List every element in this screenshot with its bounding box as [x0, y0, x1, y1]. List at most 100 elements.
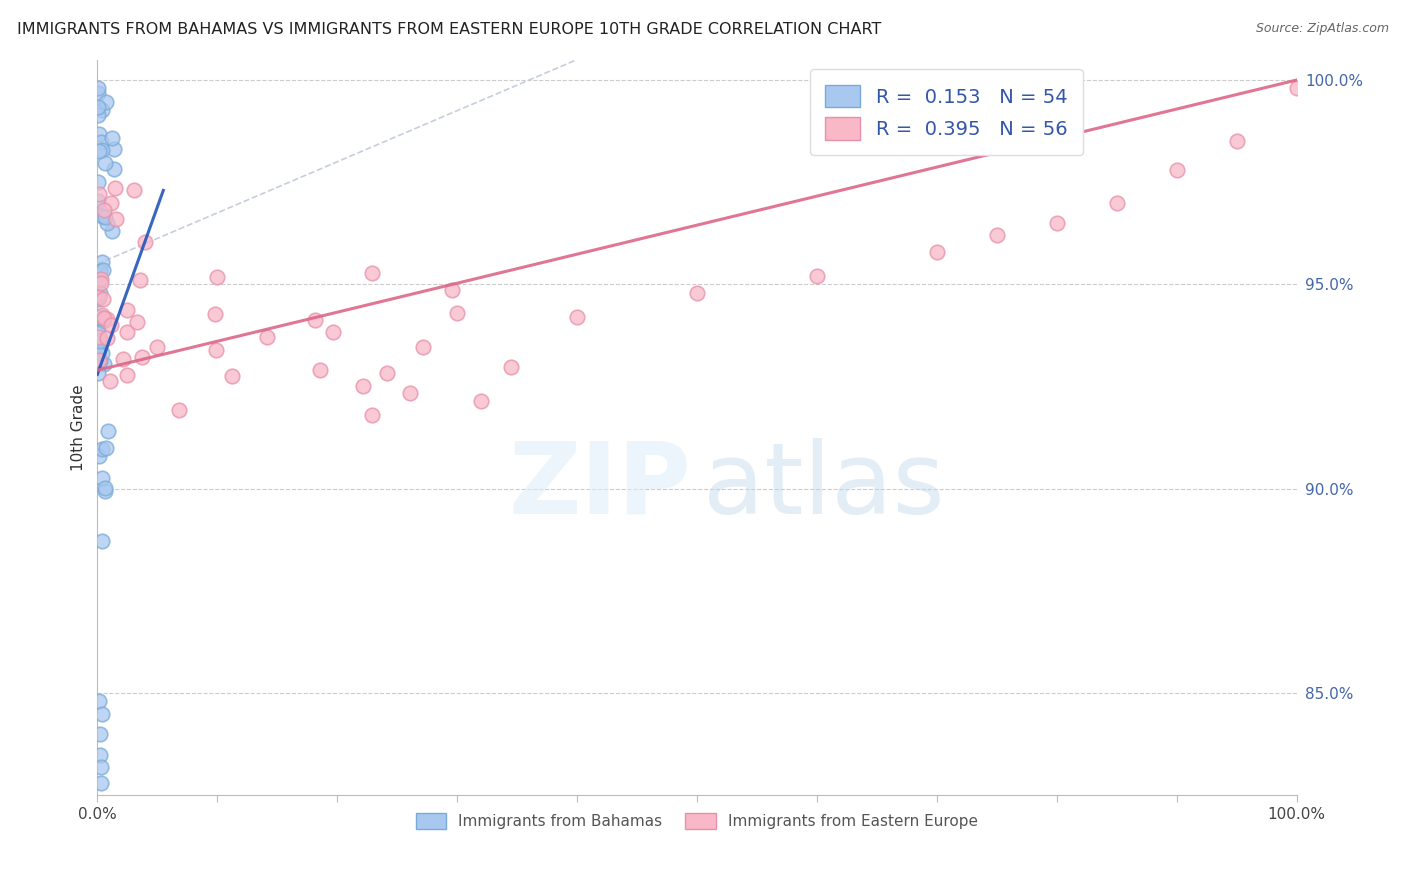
Text: IMMIGRANTS FROM BAHAMAS VS IMMIGRANTS FROM EASTERN EUROPE 10TH GRADE CORRELATION: IMMIGRANTS FROM BAHAMAS VS IMMIGRANTS FR…	[17, 22, 882, 37]
Point	[87, 342, 110, 356]
Point	[398, 386, 420, 401]
Point	[87, 288, 110, 302]
Point	[440, 283, 463, 297]
Point	[91, 263, 114, 277]
Point	[309, 363, 332, 377]
Point	[986, 228, 1008, 243]
Point	[1046, 216, 1069, 230]
Point	[90, 345, 112, 359]
Point	[91, 308, 114, 322]
Point	[1166, 163, 1188, 178]
Point	[1285, 81, 1308, 95]
Point	[103, 162, 125, 177]
Point	[115, 302, 138, 317]
Point	[91, 471, 114, 485]
Point	[90, 143, 112, 157]
Point	[93, 203, 115, 218]
Point	[87, 366, 110, 380]
Point	[104, 181, 127, 195]
Point	[134, 235, 156, 249]
Point	[111, 351, 134, 366]
Point	[87, 277, 110, 291]
Point	[93, 210, 115, 224]
Point	[96, 441, 118, 455]
Point	[501, 359, 523, 374]
Point	[87, 175, 110, 189]
Point	[87, 81, 110, 95]
Point	[94, 481, 117, 495]
Point	[93, 357, 115, 371]
Point	[412, 340, 434, 354]
Point	[87, 194, 110, 208]
Point	[87, 273, 110, 287]
Point	[93, 310, 115, 325]
Point	[205, 270, 228, 285]
Point	[89, 332, 111, 346]
Point	[90, 276, 112, 290]
Point	[91, 706, 114, 721]
Point	[470, 393, 492, 408]
Point	[87, 326, 110, 341]
Point	[925, 244, 948, 259]
Point	[100, 130, 122, 145]
Point	[90, 103, 112, 118]
Point	[89, 330, 111, 344]
Point	[89, 334, 111, 348]
Point	[361, 409, 384, 423]
Point	[205, 343, 228, 357]
Point	[97, 425, 120, 439]
Point	[98, 374, 121, 388]
Point	[204, 307, 226, 321]
Point	[304, 312, 326, 326]
Point	[806, 269, 828, 284]
Point	[87, 86, 110, 100]
Point	[90, 135, 112, 149]
Point	[87, 144, 110, 158]
Point	[89, 354, 111, 368]
Point	[91, 534, 114, 549]
Point	[87, 346, 110, 360]
Point	[89, 264, 111, 278]
Point	[90, 310, 112, 325]
Point	[91, 314, 114, 328]
Y-axis label: 10th Grade: 10th Grade	[72, 384, 86, 471]
Point	[87, 292, 110, 306]
Point	[104, 211, 127, 226]
Point	[101, 224, 124, 238]
Text: Source: ZipAtlas.com: Source: ZipAtlas.com	[1256, 22, 1389, 36]
Point	[87, 290, 110, 304]
Point	[131, 350, 153, 364]
Text: ZIP: ZIP	[508, 438, 690, 535]
Point	[129, 273, 152, 287]
Point	[322, 325, 344, 339]
Point	[360, 266, 382, 280]
Point	[352, 379, 374, 393]
Point	[90, 776, 112, 790]
Point	[87, 186, 110, 201]
Point	[89, 450, 111, 464]
Point	[89, 285, 111, 300]
Point	[127, 315, 149, 329]
Point	[87, 100, 110, 114]
Point	[122, 183, 145, 197]
Point	[87, 108, 110, 122]
Text: atlas: atlas	[703, 438, 945, 535]
Point	[96, 216, 118, 230]
Point	[1105, 195, 1128, 210]
Point	[686, 285, 709, 300]
Point	[87, 127, 110, 141]
Point	[91, 292, 114, 306]
Point	[565, 310, 588, 325]
Point	[94, 95, 117, 109]
Point	[1226, 134, 1249, 148]
Point	[90, 760, 112, 774]
Point	[115, 368, 138, 383]
Point	[96, 331, 118, 345]
Point	[89, 727, 111, 741]
Point	[89, 747, 111, 762]
Point	[167, 402, 190, 417]
Point	[221, 369, 243, 384]
Point	[375, 367, 398, 381]
Point	[94, 483, 117, 498]
Point	[90, 442, 112, 457]
